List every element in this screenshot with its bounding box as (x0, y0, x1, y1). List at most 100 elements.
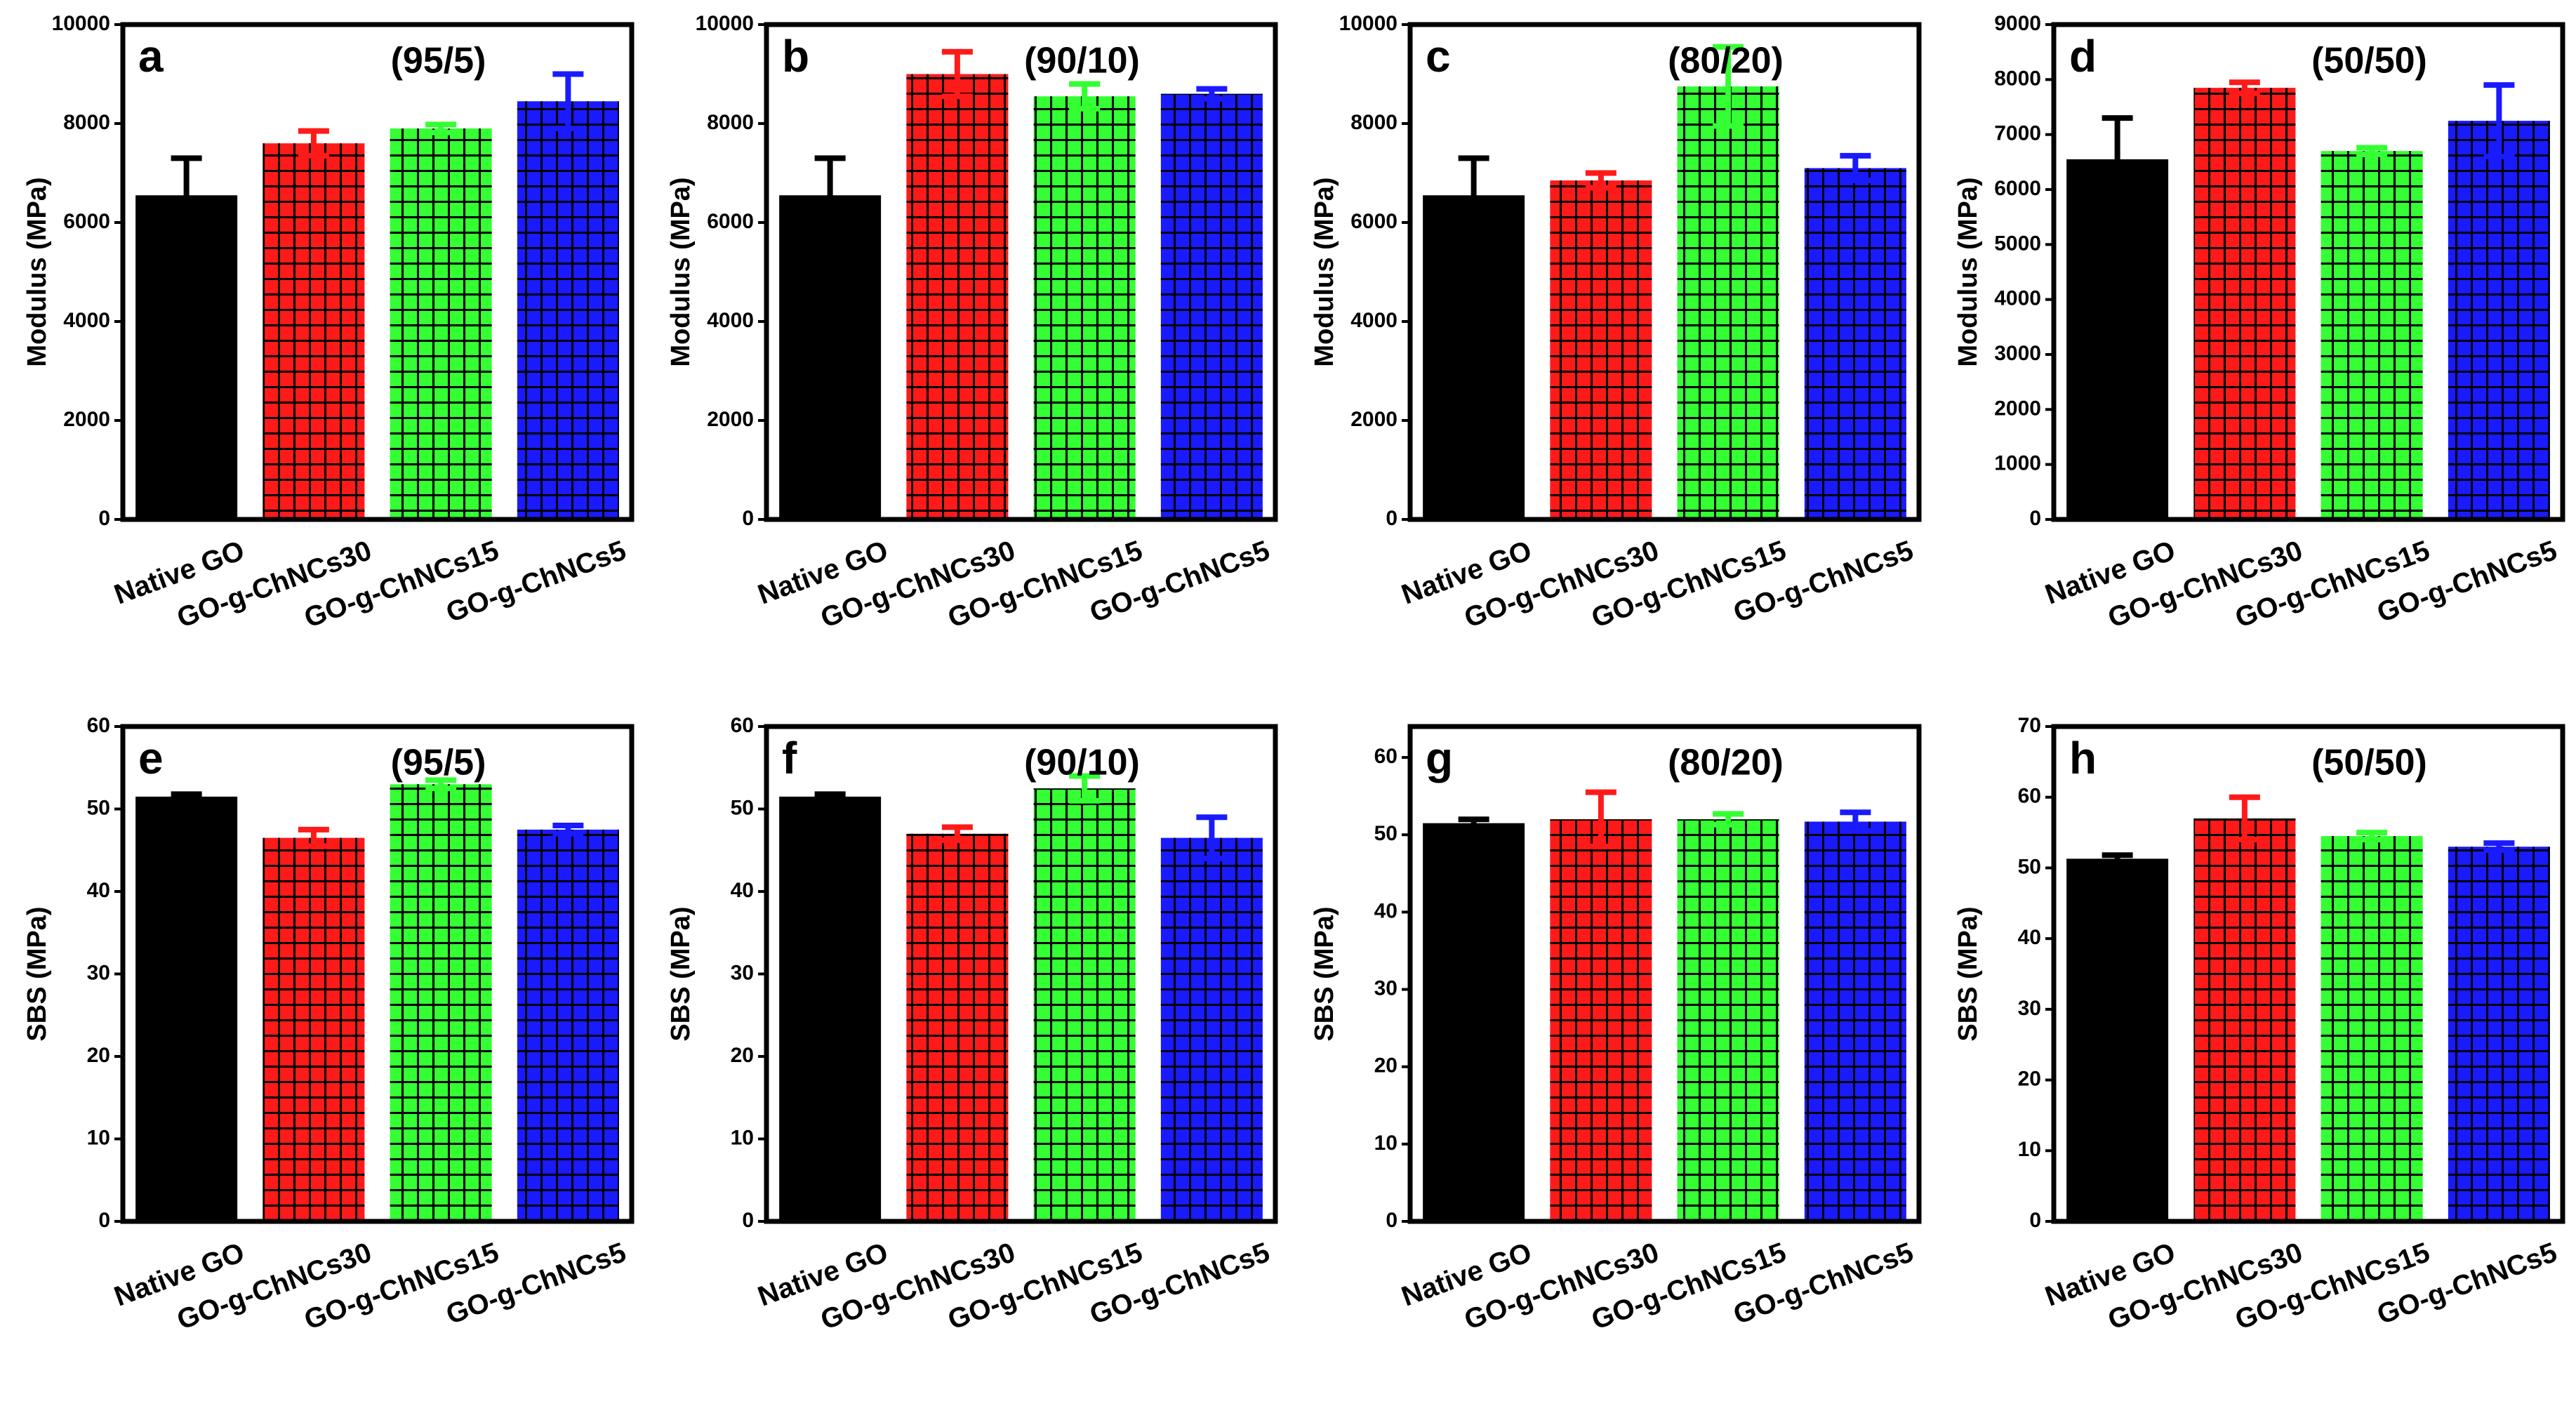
bar-hatch (1033, 96, 1136, 520)
y-tick-label: 50 (731, 796, 754, 819)
plot-frame (764, 22, 1278, 522)
plot-frame (764, 724, 1278, 1224)
bar (779, 195, 882, 519)
annotation: (90/10) (1024, 743, 1140, 783)
panel: 0100020003000400050006000700080009000Nat… (1953, 12, 2565, 634)
error-bar (552, 823, 584, 837)
y-tick-label: 7000 (1994, 122, 2041, 145)
y-tick-label: 60 (731, 714, 754, 737)
y-tick-label: 10000 (696, 12, 754, 35)
bar-hatch (1550, 180, 1652, 519)
y-tick-label: 20 (2018, 1067, 2041, 1090)
error-bar (1458, 155, 1489, 236)
y-tick-label: 8000 (1994, 67, 2041, 90)
y-tick-label: 2000 (63, 408, 110, 431)
y-tick-label: 8000 (1350, 111, 1397, 134)
plot-frame (2051, 22, 2565, 522)
bar-hatch (517, 829, 619, 1221)
y-tick-label: 0 (98, 1209, 110, 1232)
error-bar (1196, 814, 1228, 861)
bar-hatch (517, 101, 619, 519)
error-bar (1585, 170, 1616, 191)
bar (135, 796, 238, 1221)
error-bar (2229, 79, 2260, 96)
y-tick-label: 10000 (1339, 12, 1397, 35)
bar-hatch (2193, 88, 2296, 520)
bar (2066, 858, 2169, 1221)
y-axis-title: Modulus (MPa) (666, 177, 696, 366)
bar (779, 796, 882, 1221)
error-bar (298, 128, 329, 159)
y-tick-label: 30 (1374, 976, 1397, 1000)
error-bar (1713, 44, 1744, 129)
y-tick-label: 40 (2018, 926, 2041, 949)
y-tick-label: 2000 (1994, 397, 2041, 420)
y-tick-label: 10 (731, 1126, 754, 1149)
y-tick-label: 6000 (1350, 210, 1397, 233)
bar-hatch (1550, 819, 1652, 1221)
error-bar (1069, 81, 1101, 112)
error-bar (1713, 811, 1744, 828)
y-tick-label: 0 (2029, 1209, 2041, 1232)
y-tick-label: 50 (1374, 822, 1397, 845)
panel-label: a (138, 31, 164, 81)
error-bar (171, 155, 202, 236)
y-tick-label: 20 (1374, 1054, 1397, 1077)
error-bar (2102, 115, 2133, 204)
y-axis-title: SBS (MPa) (1310, 906, 1339, 1041)
panel-label: h (2069, 733, 2097, 783)
y-tick-label: 30 (731, 961, 754, 984)
bar-hatch (2448, 847, 2550, 1221)
y-tick-label: 0 (742, 507, 754, 530)
bar-hatch (1160, 837, 1263, 1221)
y-tick-label: 0 (98, 507, 110, 530)
y-axis-title: Modulus (MPa) (1953, 177, 1983, 366)
y-tick-label: 40 (1374, 899, 1397, 922)
y-tick-label: 3000 (1994, 342, 2041, 365)
y-tick-label: 6000 (1994, 177, 2041, 200)
bar-hatch (1804, 168, 1906, 519)
bar-hatch (2448, 121, 2550, 520)
bar-hatch (1033, 788, 1136, 1221)
annotation: (80/20) (1668, 743, 1784, 783)
bar (1423, 823, 1525, 1221)
y-tick-label: 70 (2018, 714, 2041, 737)
bar-hatch (263, 837, 365, 1221)
plot-frame (120, 22, 635, 522)
plot-frame (1407, 22, 1922, 522)
panel-label: f (782, 733, 797, 783)
panel-label: c (1426, 31, 1451, 81)
panel-label: b (782, 31, 809, 81)
annotation: (80/20) (1668, 41, 1784, 81)
error-bar (2229, 794, 2260, 843)
y-tick-label: 2000 (707, 408, 754, 431)
bar-hatch (906, 74, 1009, 519)
panel-label: e (138, 733, 164, 783)
y-axis-title: SBS (MPa) (22, 906, 52, 1041)
y-tick-label: 40 (87, 879, 110, 902)
error-bar (1196, 86, 1228, 102)
annotation: (50/50) (2311, 41, 2427, 81)
y-tick-label: 6000 (707, 210, 754, 233)
y-tick-label: 4000 (1350, 309, 1397, 332)
y-tick-label: 10 (2018, 1138, 2041, 1161)
y-tick-label: 20 (731, 1044, 754, 1067)
bar-hatch (1677, 819, 1779, 1221)
y-tick-label: 8000 (707, 111, 754, 134)
y-axis-title: SBS (MPa) (666, 906, 696, 1041)
y-tick-label: 20 (87, 1044, 110, 1067)
bar-hatch (1160, 93, 1263, 519)
error-bar (2356, 830, 2388, 843)
y-tick-label: 30 (2018, 997, 2041, 1020)
y-tick-label: 0 (742, 1209, 754, 1232)
y-tick-label: 10 (87, 1126, 110, 1149)
y-tick-label: 9000 (1994, 12, 2041, 35)
plot-frame (120, 724, 635, 1224)
bar-hatch (1677, 86, 1779, 519)
y-tick-label: 40 (731, 879, 754, 902)
error-bar (814, 155, 846, 236)
